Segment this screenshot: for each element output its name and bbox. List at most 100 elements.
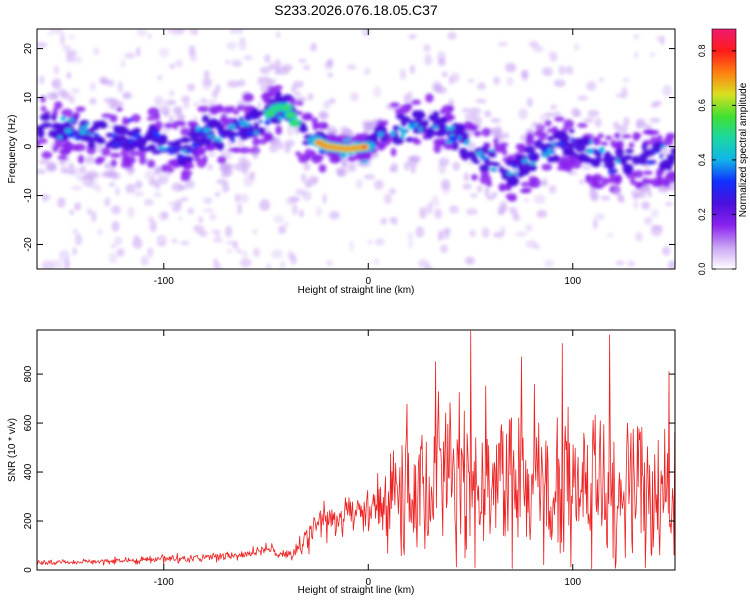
- spectrogram-blob: [623, 116, 630, 127]
- spectrogram-speck: [373, 179, 384, 190]
- spectrogram-speck: [229, 29, 235, 35]
- spectrogram-blob: [51, 81, 57, 86]
- spectrogram-blob: [274, 66, 282, 76]
- spectrogram-speck: [153, 192, 162, 198]
- spectrogram-hotspot: [60, 116, 67, 121]
- spectrogram-blob: [52, 107, 58, 117]
- spectrogram-blob: [577, 122, 588, 128]
- spectrogram-blob: [147, 144, 157, 151]
- spectrogram-speck: [50, 29, 60, 35]
- spectrogram-speck: [132, 238, 143, 249]
- spectrogram-speck: [183, 101, 190, 109]
- spectrogram-blob: [155, 136, 167, 146]
- spectrogram-blob: [196, 158, 207, 168]
- spectrogram-speck: [252, 228, 258, 235]
- spectrogram-hotspot: [659, 153, 663, 159]
- spectrogram-speck: [373, 86, 382, 98]
- spectrogram-speck: [627, 260, 635, 267]
- snr-ytick-label: 800: [23, 365, 34, 382]
- spectrogram-blob: [249, 171, 256, 180]
- spectrogram-blob: [275, 125, 283, 136]
- spectrogram-hotspot: [398, 126, 403, 131]
- spectrogram-blob: [174, 199, 183, 208]
- colorbar-ticks: 0.0 0.2 0.4 0.6 0.8: [697, 45, 736, 275]
- spectrogram-blob: [103, 163, 110, 169]
- spectrogram-hotspot: [489, 167, 497, 171]
- spectrogram-speck: [363, 174, 376, 180]
- spectrogram-blob: [631, 193, 639, 200]
- spectrogram-blob: [669, 171, 675, 177]
- snr-series: [37, 330, 675, 570]
- spectrogram-speck: [481, 227, 490, 239]
- spectrogram-blob: [120, 161, 133, 169]
- spectrogram-hotspot: [407, 123, 413, 129]
- spectrogram-blob: [257, 76, 265, 86]
- spectrogram-hotspot: [506, 171, 513, 176]
- spectrogram-speck: [259, 199, 271, 211]
- spectrogram-blob: [65, 168, 76, 175]
- spectrogram-xtick-label: 0: [365, 276, 371, 287]
- spectrogram-hotspot: [264, 120, 271, 126]
- spectrogram-speck: [113, 236, 123, 246]
- spectrogram-speck: [72, 247, 77, 256]
- spectrogram-speck: [449, 205, 459, 214]
- spectrogram-blob: [540, 132, 548, 138]
- spectrogram-blob: [470, 193, 478, 198]
- spectrogram-speck: [505, 62, 517, 73]
- spectrogram-speck: [225, 240, 236, 245]
- spectrogram-speck: [65, 54, 76, 63]
- spectrogram-blob: [486, 161, 498, 166]
- snr-ticks: -100 0 100 0 200 400 600 800: [23, 330, 675, 588]
- spectrogram-speck: [544, 259, 555, 268]
- spectrogram-hotspot: [74, 136, 82, 141]
- spectrogram-hotspot: [233, 134, 240, 137]
- spectrogram-blob: [461, 108, 473, 113]
- spectrogram-blob: [168, 168, 175, 173]
- snr-xlabel: Height of straight line (km): [298, 585, 415, 596]
- spectrogram-speck: [187, 207, 195, 215]
- spectrogram-speck: [57, 197, 66, 208]
- spectrogram-blob: [137, 149, 146, 158]
- spectrogram-blob: [410, 165, 416, 174]
- spectrogram-blob: [459, 152, 471, 159]
- spectrogram-blob: [651, 142, 662, 152]
- spectrogram-hotspot: [159, 146, 167, 151]
- spectrogram-blob: [493, 231, 504, 238]
- spectrogram-hotspot: [481, 157, 488, 161]
- spectrogram-speck: [450, 72, 460, 83]
- spectrogram-hotspot: [199, 129, 204, 134]
- spectrogram-speck: [668, 260, 675, 269]
- spectrogram-speck: [149, 220, 157, 233]
- spectrogram-blob: [541, 163, 553, 171]
- spectrogram-blob: [663, 174, 673, 185]
- spectrogram-speck: [408, 238, 414, 249]
- spectrogram-blob: [234, 162, 247, 172]
- spectrogram-blob: [220, 163, 229, 171]
- spectrogram-blob: [600, 195, 611, 201]
- spectrogram-blob: [493, 137, 499, 147]
- spectrogram-blob: [86, 170, 98, 180]
- spectrogram-blob: [568, 128, 575, 134]
- spectrogram-blob: [187, 131, 198, 138]
- snr-panel: -100 0 100 0 200 400 600 800 Height of straight…: [7, 329, 676, 596]
- spectrogram-speck: [407, 232, 414, 240]
- spectrogram-blob: [113, 101, 124, 108]
- spectrogram-blob: [267, 98, 276, 104]
- spectrogram-blob: [643, 170, 653, 176]
- spectrogram-blob: [151, 149, 162, 155]
- spectrogram-blob: [172, 106, 183, 115]
- spectrogram-blob: [631, 155, 641, 165]
- spectrogram-speck: [74, 233, 83, 246]
- spectrogram-speck: [41, 260, 54, 269]
- spectrogram-speck: [291, 204, 298, 216]
- spectrogram-blob: [618, 156, 628, 163]
- spectrogram-hotspot: [57, 135, 63, 140]
- spectrogram-speck: [389, 188, 397, 195]
- spectrogram-blob: [472, 159, 481, 164]
- spectrogram-speck: [633, 198, 639, 210]
- spectrogram-speck: [143, 198, 154, 206]
- spectrogram-hotspot: [449, 136, 457, 142]
- spectrogram-speck: [548, 184, 557, 194]
- spectrogram-hotspot: [646, 161, 654, 165]
- spectrogram-speck: [443, 227, 451, 235]
